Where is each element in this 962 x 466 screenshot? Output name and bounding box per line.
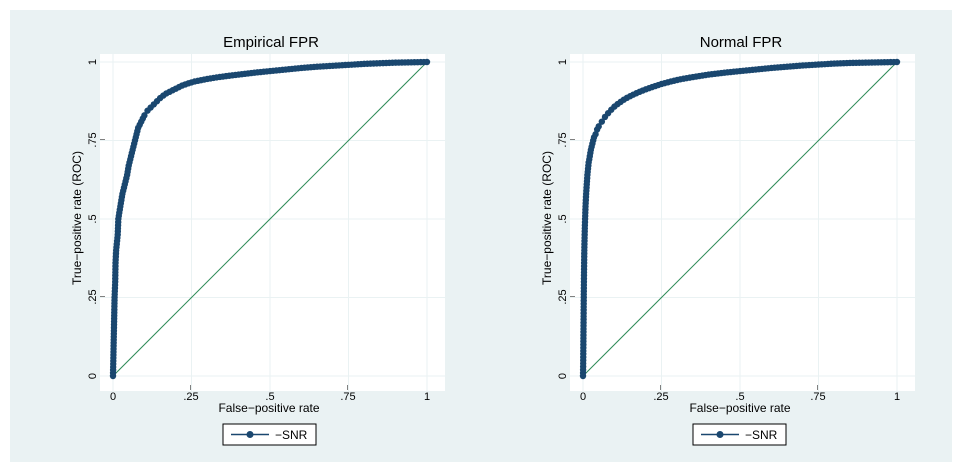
x-tick-label: 0 — [110, 391, 116, 403]
y-tick-label: 0 — [87, 373, 99, 379]
legend-marker-icon — [716, 431, 724, 438]
x-axis-label-normal: False−positive rate — [689, 401, 790, 415]
y-ticks-normal: 0 .25 .5 .75 1 — [557, 59, 575, 379]
legend-label: −SNR — [275, 428, 308, 442]
legend-box — [692, 423, 787, 446]
y-tick-label: .5 — [87, 214, 99, 223]
x-axis-label-empirical: False−positive rate — [218, 401, 319, 415]
panel-normal: Normal FPR False−positive rate True−posi… — [540, 34, 915, 446]
y-axis-label-normal: True−positive rate (ROC) — [540, 151, 554, 285]
y-tick-label: .75 — [557, 132, 569, 147]
y-tick-label: .25 — [87, 289, 99, 304]
legend-marker-icon — [246, 431, 254, 438]
data-point — [893, 58, 901, 66]
chart-title-normal: Normal FPR — [700, 34, 783, 51]
panel-empirical: Empirical FPR False−positive rate True−p… — [70, 34, 445, 446]
y-ticks-empirical: 0 .25 .5 .75 1 — [87, 59, 105, 379]
legend-empirical: −SNR — [222, 423, 317, 446]
data-point — [141, 112, 148, 119]
chart-title-empirical: Empirical FPR — [223, 34, 319, 51]
legend-box — [222, 423, 317, 446]
y-tick-label: 0 — [557, 373, 569, 379]
x-tick-label: .25 — [653, 391, 668, 403]
x-tick-label: 1 — [424, 391, 430, 403]
x-tick-label: .75 — [340, 391, 355, 403]
x-ticks-empirical: 0 .25 .5 .75 1 — [110, 385, 430, 403]
data-layer-normal — [570, 54, 915, 391]
x-tick-label: .75 — [810, 391, 825, 403]
data-layer-empirical — [100, 54, 445, 391]
y-tick-label: 1 — [557, 59, 569, 65]
data-point — [423, 58, 431, 66]
plot-area-empirical — [100, 54, 445, 391]
plot-area-normal — [570, 54, 915, 391]
legend-label: −SNR — [745, 428, 778, 442]
data-point — [598, 118, 606, 125]
x-tick-label: .5 — [735, 391, 744, 403]
y-tick-label: .5 — [557, 214, 569, 223]
reference-line — [582, 61, 898, 377]
reference-line — [112, 61, 428, 377]
y-tick-label: .75 — [87, 132, 99, 147]
data-point — [595, 123, 602, 130]
x-tick-label: 1 — [894, 391, 900, 403]
y-tick-label: .25 — [557, 289, 569, 304]
legend-normal: −SNR — [692, 423, 787, 446]
x-tick-label: .5 — [265, 391, 274, 403]
y-axis-label-empirical: True−positive rate (ROC) — [70, 151, 84, 285]
x-tick-label: 0 — [580, 391, 586, 403]
y-tick-label: 1 — [87, 59, 99, 65]
x-tick-label: .25 — [183, 391, 198, 403]
